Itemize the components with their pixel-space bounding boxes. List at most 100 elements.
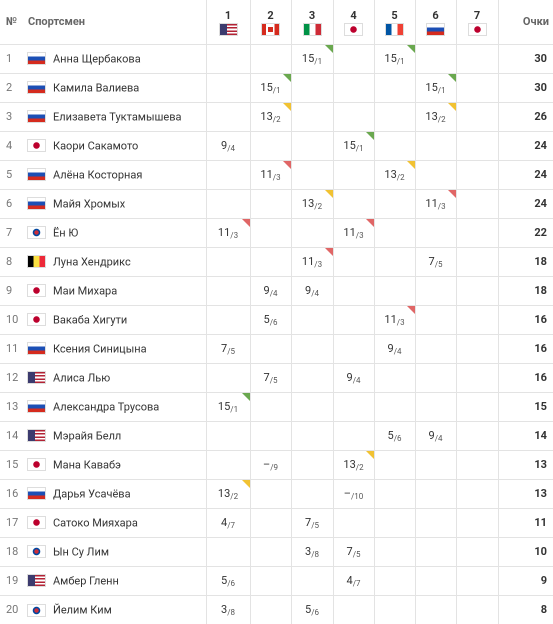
points-value: 13 <box>343 458 356 471</box>
event-result-cell <box>290 363 333 392</box>
rank-header: № <box>6 15 18 29</box>
event-result-cell <box>414 160 456 189</box>
medal-marker-red <box>282 160 291 169</box>
athlete-name[interactable]: Камила Валиева <box>53 81 140 95</box>
us-flag-icon <box>28 575 45 587</box>
points-value: 9 <box>263 284 270 297</box>
rank-cell: 3 <box>6 110 13 123</box>
athlete-name[interactable]: Александра Трусова <box>53 400 160 414</box>
athlete-name[interactable]: Дарья Усачёва <box>53 487 131 501</box>
place-value: /4 <box>434 434 443 443</box>
event-result-cell <box>455 363 498 392</box>
athlete-cell: Ксения Синицына <box>26 334 206 363</box>
medal-marker-green <box>406 44 415 53</box>
event-result-cell <box>455 479 498 508</box>
event-result-cell <box>332 44 374 73</box>
event-result-cell <box>373 247 415 276</box>
place-value: /3 <box>314 260 323 269</box>
event-result-cell <box>290 102 333 131</box>
total-points: 16 <box>497 334 553 363</box>
athlete-cell: Каори Сакамото <box>26 131 206 160</box>
event-number: 5 <box>391 9 398 23</box>
athlete-name[interactable]: Ён Ю <box>53 226 79 240</box>
event-header-6[interactable]: 6 <box>414 0 456 44</box>
event-result-cell <box>414 363 456 392</box>
athlete-name[interactable]: Мана Кавабэ <box>53 458 121 472</box>
points-value: 4 <box>346 574 353 587</box>
points-value: 7 <box>428 255 435 268</box>
event-result-cell: 5/6 <box>205 566 250 595</box>
event-result-cell <box>332 160 374 189</box>
athlete-cell: Йелим Ким <box>26 595 206 624</box>
athlete-cell: Камила Валиева <box>26 73 206 102</box>
points-value: 11 <box>343 226 356 239</box>
athlete-cell: Мана Кавабэ <box>26 450 206 479</box>
event-result-cell <box>290 305 333 334</box>
event-result-cell: 15/1 <box>414 73 456 102</box>
event-result-cell <box>455 189 498 218</box>
event-result-cell <box>373 392 415 421</box>
event-result-cell: –/9 <box>249 450 291 479</box>
athlete-name[interactable]: Алёна Косторная <box>53 168 143 182</box>
event-header-5[interactable]: 5 <box>373 0 415 44</box>
event-result-cell <box>373 508 415 537</box>
medal-marker-green <box>447 73 456 82</box>
athlete-name[interactable]: Луна Хендрикс <box>53 255 131 269</box>
points-header[interactable]: Очки <box>497 0 553 44</box>
event-result-cell <box>455 566 498 595</box>
table-row: 4 Каори Сакамото 9/4 15/1 24 <box>0 131 553 160</box>
event-result-cell <box>373 566 415 595</box>
event-result-cell: 15/1 <box>332 131 374 160</box>
athlete-cell: Ён Ю <box>26 218 206 247</box>
athlete-name[interactable]: Ксения Синицына <box>53 342 147 356</box>
athlete-name[interactable]: Маи Михара <box>53 284 118 298</box>
athlete-name[interactable]: Алиса Лью <box>53 371 111 385</box>
event-result-cell: 4/7 <box>332 566 374 595</box>
points-value: 15 <box>425 81 438 94</box>
athlete-name[interactable]: Майя Хромых <box>53 197 126 211</box>
event-result-cell <box>249 392 291 421</box>
event-result-cell <box>414 392 456 421</box>
event-header-4[interactable]: 4 <box>332 0 374 44</box>
event-result-cell <box>249 218 291 247</box>
event-header-3[interactable]: 3 <box>290 0 333 44</box>
event-result-cell <box>373 189 415 218</box>
total-points: 8 <box>497 595 553 624</box>
event-result-cell: 13/2 <box>249 102 291 131</box>
event-result-cell <box>455 305 498 334</box>
event-result-cell <box>205 537 250 566</box>
medal-marker-red <box>365 218 374 227</box>
place-value: /8 <box>227 608 235 618</box>
table-row: 2 Камила Валиева 15/1 15/1 30 <box>0 73 553 102</box>
event-header-1[interactable]: 1 <box>205 0 250 44</box>
points-value: 15 <box>260 81 273 94</box>
event-header-2[interactable]: 2 <box>249 0 291 44</box>
athlete-name[interactable]: Мэрайя Белл <box>53 429 122 443</box>
table-row: 19 Амбер Гленн 5/6 4/7 9 <box>0 566 553 595</box>
event-result-cell <box>455 392 498 421</box>
place-value: /8 <box>311 550 319 559</box>
athlete-name[interactable]: Йелим Ким <box>53 603 112 617</box>
athlete-name[interactable]: Анна Щербакова <box>53 52 141 66</box>
athlete-name[interactable]: Амбер Гленн <box>53 574 119 588</box>
athlete-name[interactable]: Ын Су Лим <box>53 545 109 559</box>
athlete-name[interactable]: Елизавета Туктамышева <box>53 110 182 124</box>
rank-cell: 2 <box>6 81 13 94</box>
event-number: 7 <box>473 9 481 23</box>
points-value: 5 <box>221 574 228 587</box>
event-result-cell <box>249 566 291 595</box>
event-result-cell: 9/4 <box>414 421 456 450</box>
event-result-cell <box>205 421 250 450</box>
athlete-name[interactable]: Вакаба Хигути <box>53 313 128 327</box>
athlete-name[interactable]: Сатоко Мияхара <box>53 516 138 530</box>
fr-flag-icon <box>386 23 403 35</box>
table-row: 10 Вакаба Хигути 5/6 11/3 16 <box>0 305 553 334</box>
medal-marker-red <box>406 305 415 314</box>
event-header-7[interactable]: 7 <box>455 0 498 44</box>
event-number: 2 <box>267 9 274 23</box>
place-value: /1 <box>437 86 446 95</box>
event-result-cell <box>373 595 415 624</box>
event-result-cell: 4/7 <box>205 508 250 537</box>
event-result-cell <box>455 73 498 102</box>
athlete-name[interactable]: Каори Сакамото <box>53 139 139 153</box>
